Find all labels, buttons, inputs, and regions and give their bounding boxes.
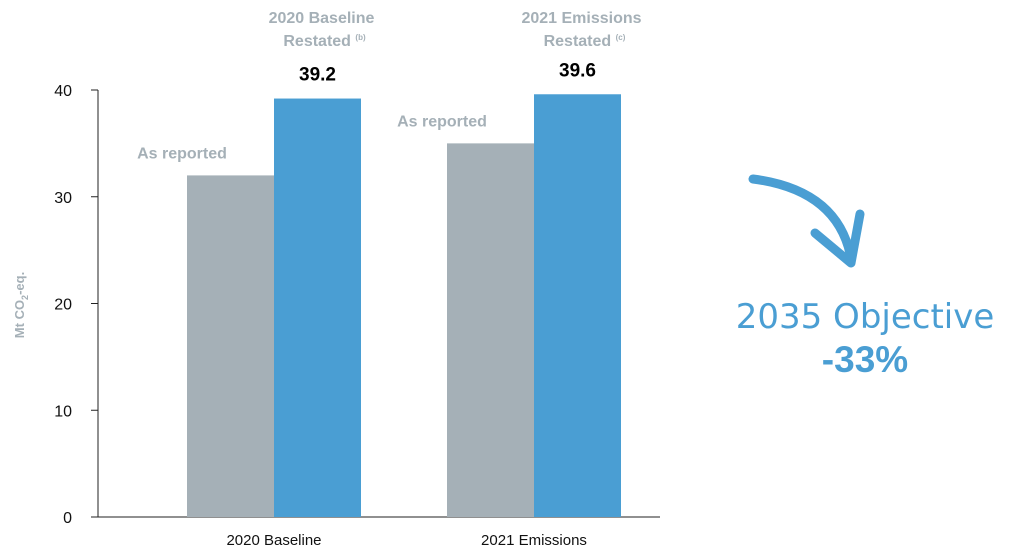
bar-value-label: 39.6: [559, 60, 596, 81]
labels: As reported 39.2 2020 Baseline Restated (b)…: [137, 10, 642, 549]
series-label-as-reported: As reported: [397, 113, 487, 130]
series-label-as-reported: As reported: [137, 145, 227, 162]
y-tick-label: 40: [54, 83, 72, 100]
y-tick-label: 10: [54, 403, 72, 420]
objective-title: 2035 Objective: [735, 297, 995, 337]
y-tick-label: 30: [54, 190, 72, 207]
y-axis-label: Mt CO2-eq.: [12, 272, 30, 338]
x-category-label: 2021 Emissions: [481, 532, 587, 549]
bar: [447, 143, 534, 517]
x-category-label: 2020 Baseline: [226, 532, 321, 549]
bar: [534, 94, 621, 518]
y-tick-label: 0: [63, 510, 72, 527]
bar: [187, 175, 274, 517]
series-label-restated: 2020 Baseline: [269, 10, 375, 27]
bars: [187, 94, 621, 518]
series-label-restated: Restated (c): [544, 33, 626, 50]
series-label-restated: 2021 Emissions: [521, 10, 641, 27]
series-label-restated: Restated (b): [283, 33, 366, 50]
objective-value: -33%: [821, 339, 909, 380]
curved-down-arrow-icon: [748, 174, 865, 268]
y-tick-label: 20: [54, 297, 72, 314]
bar: [274, 98, 361, 517]
bar-value-label: 39.2: [299, 65, 336, 86]
objective-callout: 2035 Objective -33%: [720, 296, 1010, 382]
